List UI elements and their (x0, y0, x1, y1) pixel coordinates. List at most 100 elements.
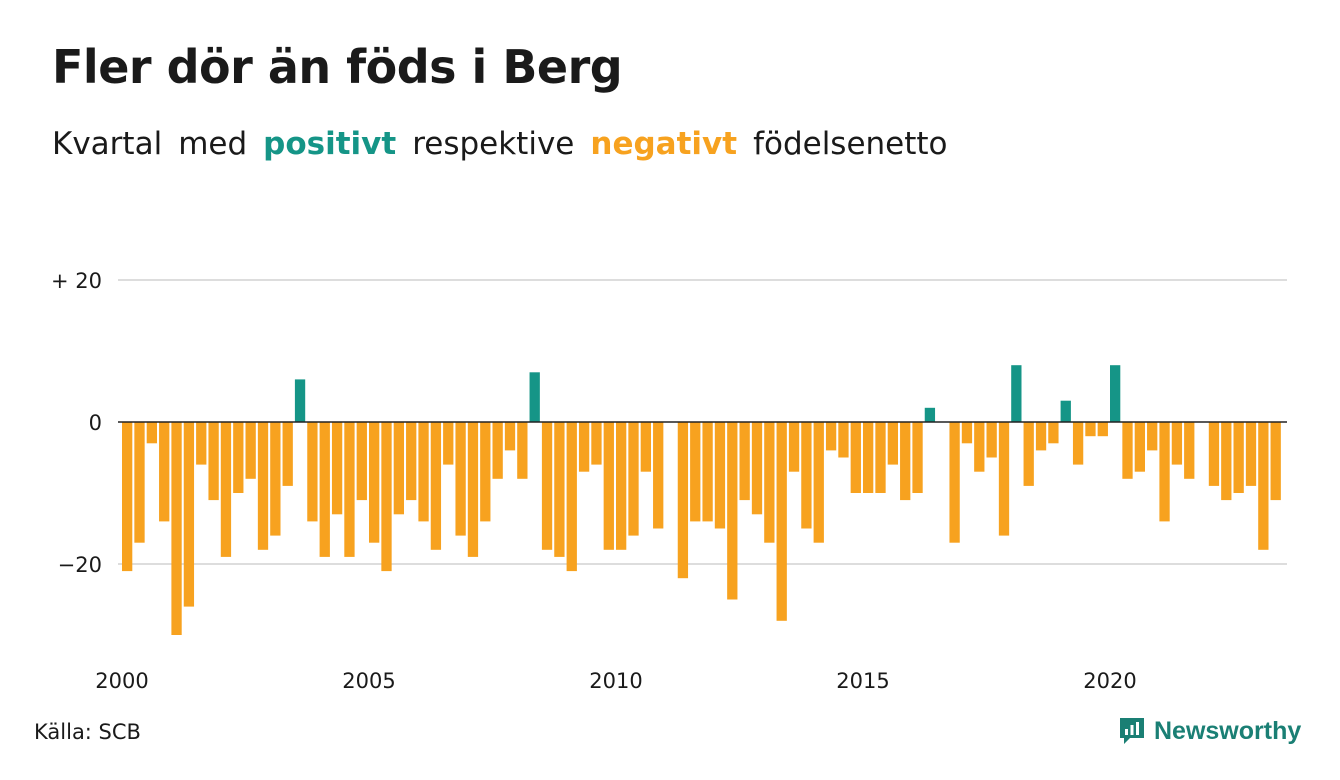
bar (1122, 422, 1133, 479)
bar (480, 422, 491, 522)
bar (727, 422, 738, 600)
bar (986, 422, 997, 458)
bar (1060, 400, 1071, 422)
bar (517, 422, 528, 479)
legend-positive: positivt (263, 126, 397, 162)
x-tick-label: 2005 (342, 669, 395, 693)
bar (714, 422, 726, 529)
bar (702, 422, 713, 522)
bar (245, 422, 256, 479)
bar (628, 422, 639, 536)
bar (1023, 422, 1034, 486)
chart-title: Fler dör än föds i Berg (52, 40, 623, 94)
bar (603, 422, 614, 550)
bar (1011, 365, 1022, 422)
bar (1085, 422, 1096, 437)
bar (616, 422, 627, 550)
bar (146, 422, 157, 444)
bar (1147, 422, 1158, 451)
bar (924, 407, 936, 422)
bar (875, 422, 886, 493)
bar (381, 422, 392, 572)
subtitle-word: Kvartal (52, 126, 163, 162)
bar (1233, 422, 1244, 493)
bar (591, 422, 602, 465)
bar (640, 422, 651, 472)
bar (467, 422, 479, 557)
bar (912, 422, 923, 493)
bar (825, 422, 837, 451)
bar (863, 422, 874, 493)
bar (294, 379, 306, 422)
bar (430, 422, 442, 550)
bar (344, 422, 355, 557)
source-note: Källa: SCB (34, 720, 141, 744)
bar (974, 422, 985, 472)
bar (998, 422, 1010, 536)
bar (566, 422, 577, 572)
bar (578, 422, 590, 472)
subtitle-word: med (178, 126, 248, 162)
x-tick-label: 2000 (95, 669, 148, 693)
bar (776, 422, 787, 621)
bar (813, 422, 824, 543)
x-tick-label: 2010 (589, 669, 642, 693)
bar (529, 372, 540, 422)
bar (331, 422, 343, 515)
bar (739, 422, 750, 501)
bar (257, 422, 269, 550)
bar (541, 422, 553, 550)
bar (961, 422, 973, 444)
bar (1048, 422, 1059, 444)
bar (690, 422, 701, 522)
legend-negative: negativt (590, 126, 738, 162)
bar (653, 422, 664, 529)
bar (838, 422, 849, 458)
bar (220, 422, 232, 557)
bar (393, 422, 404, 515)
y-axis-labels: + 20 0 −20 (51, 269, 102, 577)
brand-name: Newsworthy (1154, 716, 1302, 745)
bar (455, 422, 466, 536)
bar (554, 422, 565, 557)
x-tick-label: 2020 (1083, 669, 1136, 693)
bar (319, 422, 330, 557)
subtitle-word: födelsenetto (753, 126, 948, 162)
bar (1171, 422, 1183, 465)
bar (788, 422, 800, 472)
bar (492, 422, 503, 479)
bar (1221, 422, 1232, 501)
bar (270, 422, 281, 536)
bar (183, 422, 195, 607)
bar (887, 422, 898, 465)
bar (443, 422, 454, 465)
bar (122, 422, 133, 572)
bar (751, 422, 763, 515)
bar (1097, 422, 1108, 437)
bars (122, 365, 1281, 635)
bar (1258, 422, 1269, 550)
bar (307, 422, 318, 522)
bar (1245, 422, 1257, 486)
x-axis-labels: 2000 2005 2010 2015 2020 (95, 669, 1136, 693)
bar (1159, 422, 1170, 522)
bar (1110, 365, 1121, 422)
bar (1072, 422, 1084, 465)
y-tick-label: 0 (89, 411, 102, 435)
brand-logo: Newsworthy (1118, 714, 1301, 748)
bar (900, 422, 911, 501)
bar (418, 422, 429, 522)
bar (504, 422, 516, 451)
bar (1270, 422, 1281, 501)
bar (949, 422, 960, 543)
bar (369, 422, 380, 543)
y-tick-label: −20 (58, 553, 102, 577)
bar (1134, 422, 1145, 472)
chart-subtitle: Kvartal med positivt respektive negativt föde… (52, 126, 948, 162)
bar (850, 422, 861, 493)
newsworthy-logo-icon (1120, 718, 1144, 744)
subtitle-word: respektive (412, 126, 575, 162)
bar (134, 422, 145, 543)
bar (406, 422, 417, 501)
